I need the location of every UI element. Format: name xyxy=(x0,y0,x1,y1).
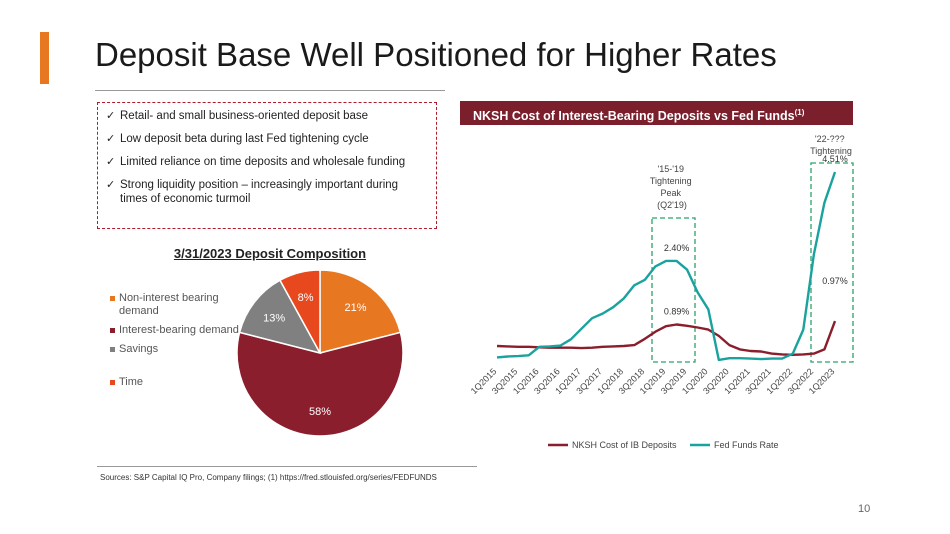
data-label: 4.51% xyxy=(822,154,848,164)
data-label: 0.97% xyxy=(822,276,848,286)
sources-footnote: Sources: S&P Capital IQ Pro, Company fil… xyxy=(100,473,437,482)
bullet-item: ✓ Strong liquidity position – increasingl… xyxy=(106,178,428,206)
title-divider xyxy=(95,90,445,91)
pie-legend-label: Interest-bearing demand xyxy=(119,324,239,336)
pie-slice xyxy=(319,269,402,354)
pie-legend-swatch xyxy=(110,328,115,333)
data-label: 2.40% xyxy=(664,243,690,253)
pie-slice-label: 13% xyxy=(263,313,285,325)
line-chart-header: NKSH Cost of Interest-Bearing Deposits v… xyxy=(460,101,853,125)
line-chart: '15-'19 Tightening Peak (Q2'19) '22-??? … xyxy=(469,134,854,450)
bullet-text: Strong liquidity position – increasingly… xyxy=(120,179,399,205)
legend-label: NKSH Cost of IB Deposits xyxy=(572,440,677,450)
pie-slice-label: 21% xyxy=(344,302,366,314)
annotation-line: Peak xyxy=(660,188,681,198)
highlight-box-2022 xyxy=(810,162,854,363)
pie-slice-label: 8% xyxy=(298,292,314,304)
pie-slice xyxy=(278,269,321,354)
bullet-item: ✓ Low deposit beta during last Fed tighte… xyxy=(106,132,428,146)
pie-legend: Non-interest bearing demand Interest-bea… xyxy=(110,292,240,395)
bullet-item: ✓ Limited reliance on time deposits and w… xyxy=(106,155,428,169)
page-number: 10 xyxy=(858,503,871,515)
data-label: 0.89% xyxy=(664,307,690,317)
pie-legend-swatch xyxy=(110,380,115,385)
highlight-box-2015-2019 xyxy=(651,217,696,363)
check-icon: ✓ xyxy=(106,110,116,122)
series-line xyxy=(496,320,837,356)
pie-legend-label: Savings xyxy=(119,343,159,355)
annotation-2022: '22-??? Tightening xyxy=(810,134,852,156)
pie-legend-swatch xyxy=(110,296,115,301)
pie-slice xyxy=(236,331,404,437)
pie-legend-swatch xyxy=(110,347,115,352)
pie-legend-label: Non-interest bearing demand xyxy=(119,292,219,317)
accent-bar xyxy=(40,32,49,84)
pie-chart: 21% 58% 13% 8% xyxy=(236,269,404,437)
pie-legend-item: Non-interest bearing demand xyxy=(110,292,240,318)
legend-label: Fed Funds Rate xyxy=(714,440,779,450)
check-icon: ✓ xyxy=(106,179,116,191)
annotation-line: Tightening xyxy=(650,176,692,186)
bullet-item: ✓ Retail- and small business-oriented dep… xyxy=(106,109,428,123)
pie-slice-label: 58% xyxy=(309,406,331,418)
bullet-text: Low deposit beta during last Fed tighten… xyxy=(120,133,369,145)
bullet-text: Retail- and small business-oriented depo… xyxy=(120,110,369,122)
pie-legend-item: Time xyxy=(110,376,240,389)
line-chart-title-sup: (1) xyxy=(794,108,805,117)
check-icon: ✓ xyxy=(106,156,116,168)
pie-legend-item: Interest-bearing demand xyxy=(110,324,240,337)
check-icon: ✓ xyxy=(106,133,116,145)
pie-slice xyxy=(238,279,322,355)
bullet-box: ✓ Retail- and small business-oriented dep… xyxy=(97,102,437,229)
annotation-line: (Q2'19) xyxy=(657,200,687,210)
annotation-line: '15-'19 xyxy=(658,164,684,174)
bullet-text: Limited reliance on time deposits and wh… xyxy=(120,156,406,168)
annotation-line: '22-??? xyxy=(815,134,845,144)
annotation-line: Tightening xyxy=(810,146,852,156)
series-line xyxy=(496,171,837,362)
annotation-2015-2019: '15-'19 Tightening Peak (Q2'19) xyxy=(650,164,694,210)
pie-legend-label: Time xyxy=(119,376,144,388)
line-chart-title: NKSH Cost of Interest-Bearing Deposits v… xyxy=(473,109,795,124)
sources-divider xyxy=(97,466,477,467)
slide-title: Deposit Base Well Positioned for Higher … xyxy=(95,36,777,73)
pie-chart-title: 3/31/2023 Deposit Composition xyxy=(173,246,367,261)
pie-legend-item: Savings xyxy=(110,343,240,356)
